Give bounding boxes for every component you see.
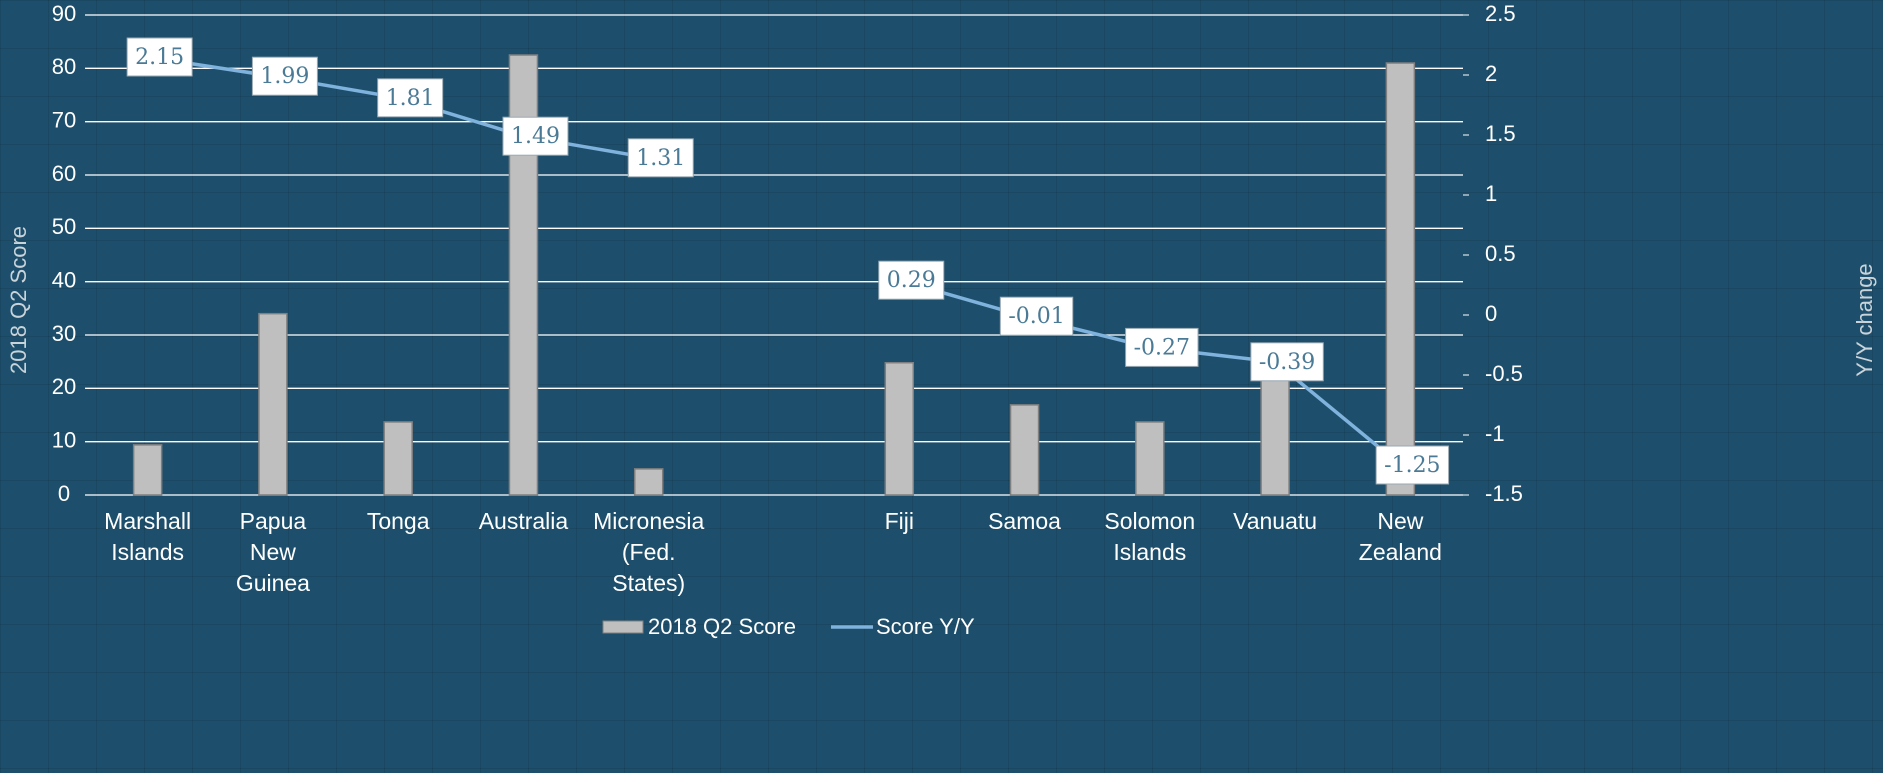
- legend-label: 2018 Q2 Score: [648, 614, 796, 639]
- y2-tick-label: 1: [1485, 181, 1497, 206]
- y2-tick-label: -0.5: [1485, 361, 1523, 386]
- data-label: -1.25: [1375, 445, 1450, 485]
- y2-tick-label: 2.5: [1485, 1, 1516, 26]
- y-tick-label: 0: [58, 481, 70, 506]
- data-label-box: [1250, 342, 1324, 382]
- x-tick-label: Micronesia (Fed. States): [593, 508, 705, 596]
- data-label-text: -0.39: [1259, 350, 1315, 375]
- data-label-text: 1.99: [260, 64, 309, 89]
- bar: [1009, 404, 1040, 496]
- y-tick-label: 80: [52, 54, 76, 79]
- x-tick-label: Marshall Islands: [104, 508, 192, 565]
- data-label-box: [126, 37, 193, 77]
- data-label: 1.49: [502, 116, 569, 156]
- data-label: 2.15: [126, 37, 193, 77]
- bar: [383, 421, 413, 496]
- data-label-text: -0.01: [1008, 304, 1064, 329]
- x-tick-label: Samoa: [988, 508, 1061, 534]
- bar: [258, 312, 288, 496]
- bar: [1260, 369, 1290, 496]
- x-tick-label: Fiji: [884, 508, 914, 534]
- y-axis-title: 2018 Q2 Score: [6, 226, 31, 374]
- data-label-box: [251, 56, 318, 96]
- data-label: 1.99: [251, 56, 318, 96]
- x-tick-label: Australia: [478, 508, 569, 534]
- data-label: -0.27: [1125, 327, 1199, 367]
- data-label-box: [878, 260, 945, 300]
- bar: [1385, 62, 1416, 496]
- bar: [633, 468, 664, 496]
- data-label: -0.39: [1250, 342, 1324, 382]
- y-tick-label: 20: [52, 374, 76, 399]
- x-tick-label: Vanuatu: [1233, 508, 1318, 534]
- data-label-box: [1125, 327, 1199, 367]
- y2-tick-label: -1: [1485, 421, 1505, 446]
- x-tick-label: Solomon Islands: [1104, 508, 1196, 565]
- y2-tick-label: 1.5: [1485, 121, 1516, 146]
- y2-tick-label: 0.5: [1485, 241, 1516, 266]
- y-tick-label: 90: [52, 1, 76, 26]
- legend-label: Score Y/Y: [876, 614, 975, 639]
- data-label-text: 1.81: [386, 86, 435, 111]
- x-tick-label: Tonga: [366, 508, 430, 534]
- data-label-text: -0.27: [1134, 335, 1190, 360]
- bar: [884, 361, 915, 496]
- data-label-text: 2.15: [135, 45, 184, 70]
- data-label-box: [1375, 445, 1450, 485]
- data-label-box: [502, 116, 569, 156]
- y-tick-label: 50: [52, 214, 76, 239]
- y-tick-label: 10: [52, 427, 76, 452]
- data-label-box: [377, 78, 444, 118]
- y2-tick-label: 2: [1485, 61, 1497, 86]
- y-tick-label: 70: [52, 107, 76, 132]
- y2-tick-label: 0: [1485, 301, 1497, 326]
- data-label: -0.01: [999, 296, 1074, 336]
- y-tick-label: 40: [52, 267, 76, 292]
- legend-swatch: [602, 620, 644, 634]
- bar: [1135, 421, 1165, 496]
- x-tick-label: New Zealand: [1358, 508, 1442, 565]
- y2-axis-title: Y/Y change: [1852, 263, 1877, 376]
- line: [147, 55, 1402, 467]
- bar: [132, 444, 163, 496]
- data-label: 0.29: [878, 260, 945, 300]
- data-label-text: 1.49: [511, 124, 560, 149]
- y-tick-label: 30: [52, 321, 76, 346]
- data-label-text: -1.25: [1384, 453, 1440, 478]
- data-label-text: 0.29: [887, 268, 936, 293]
- x-tick-label: Papua New Guinea: [235, 508, 310, 596]
- data-label-box: [627, 138, 694, 178]
- data-label: 1.31: [627, 138, 694, 178]
- data-label-box: [999, 296, 1074, 336]
- y-tick-label: 60: [52, 161, 76, 186]
- data-label: 1.81: [377, 78, 444, 118]
- data-label-text: 1.31: [636, 146, 685, 171]
- y2-tick-label: -1.5: [1485, 481, 1523, 506]
